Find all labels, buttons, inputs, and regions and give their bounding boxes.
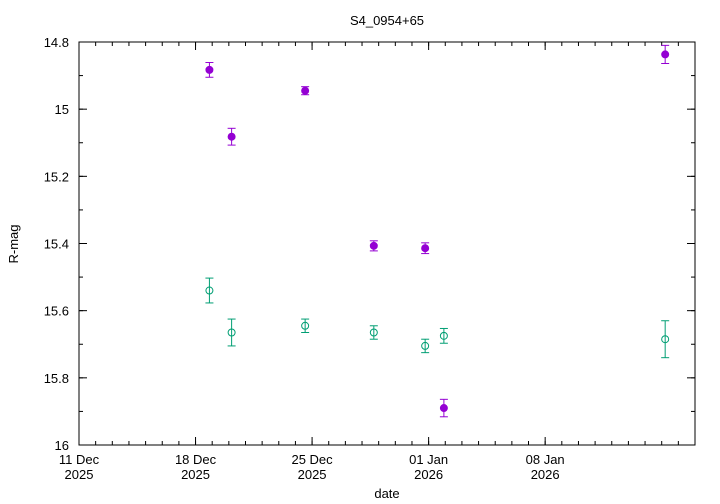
y-tick-label: 15.4	[44, 237, 69, 252]
data-point	[421, 338, 430, 354]
plot-frame	[78, 41, 696, 446]
marker-open	[205, 286, 214, 295]
data-point	[205, 61, 214, 78]
data-point	[227, 318, 236, 347]
data-point	[661, 44, 670, 64]
data-point	[369, 325, 378, 340]
data-point	[661, 320, 670, 359]
x-tick-label-year: 2026	[414, 467, 443, 482]
x-tick-label: 18 Dec	[175, 452, 217, 467]
data-marks	[205, 44, 670, 418]
marker-filled	[205, 65, 214, 74]
x-tick-label: 01 Jan	[409, 452, 448, 467]
data-point	[439, 398, 448, 418]
x-tick-label-year: 2025	[181, 467, 210, 482]
x-tick-label-year: 2025	[298, 467, 327, 482]
x-tick-label: 25 Dec	[291, 452, 333, 467]
y-tick-label: 15.8	[44, 371, 69, 386]
chart-title: S4_0954+65	[350, 13, 424, 28]
marker-open	[661, 335, 670, 344]
y-tick-label: 15.2	[44, 169, 69, 184]
marker-open	[301, 321, 310, 330]
marker-filled	[421, 244, 430, 253]
y-tick-label: 15.6	[44, 304, 69, 319]
data-point	[421, 242, 430, 255]
data-point	[301, 86, 310, 96]
y-tick-label: 15	[55, 102, 69, 117]
x-tick-label-year: 2025	[65, 467, 94, 482]
y-tick-label: 14.8	[44, 35, 69, 50]
marker-filled	[227, 132, 236, 141]
y-tick-label: 16	[55, 438, 69, 453]
marker-filled	[661, 50, 670, 59]
marker-filled	[301, 86, 310, 95]
x-tick-label-year: 2026	[531, 467, 560, 482]
marker-open	[439, 331, 448, 340]
data-point	[205, 277, 214, 304]
data-point	[439, 327, 448, 344]
marker-filled	[439, 404, 448, 413]
y-axis-label: R-mag	[6, 224, 21, 263]
marker-filled	[369, 241, 378, 250]
data-point	[227, 127, 236, 146]
x-tick-label: 08 Jan	[526, 452, 565, 467]
marker-open	[227, 328, 236, 337]
data-point	[301, 318, 310, 333]
marker-open	[421, 341, 430, 350]
x-tick-label: 11 Dec	[59, 452, 100, 467]
marker-open	[369, 328, 378, 337]
x-axis-label: date	[374, 486, 399, 501]
data-point	[369, 240, 378, 252]
